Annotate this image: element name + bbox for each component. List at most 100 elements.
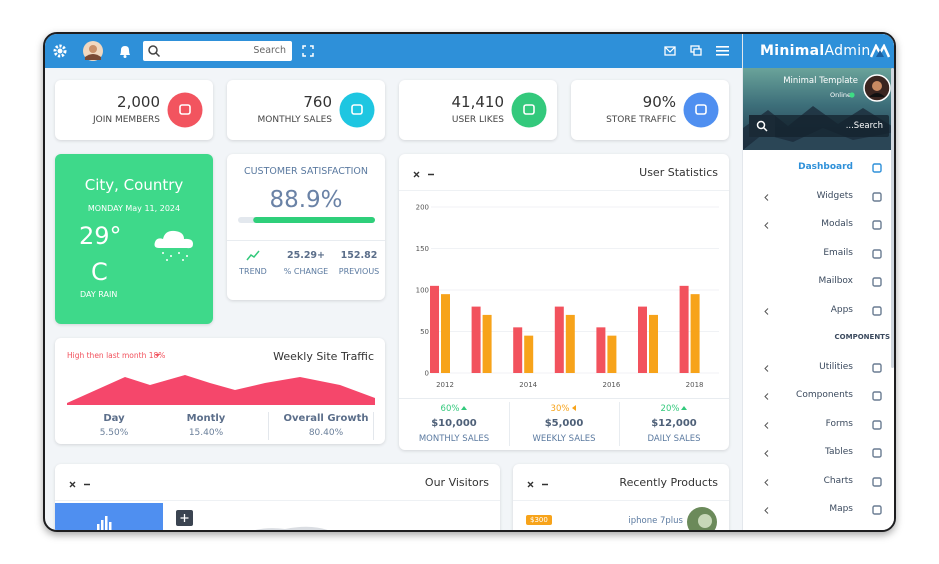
card-title: Recently Products	[619, 476, 718, 489]
bar	[649, 314, 658, 373]
menu-label: Emails	[823, 247, 853, 258]
menu-icon	[872, 305, 882, 316]
chevron-path	[764, 222, 769, 229]
price-badge: $300	[526, 515, 552, 525]
arrow	[572, 405, 577, 411]
metric-value: 15.40%	[188, 428, 224, 438]
stat-label: USER LIKES	[451, 115, 504, 125]
profile-avatar[interactable]	[863, 74, 891, 102]
chevron	[764, 307, 769, 315]
traffic-title: Weekly Site Traffic	[273, 350, 374, 363]
chevron	[764, 393, 769, 400]
divider	[268, 412, 269, 440]
stat-label: STORE TRAFFIC	[606, 115, 676, 125]
icon-glyph	[351, 104, 363, 115]
menu-label: Apps	[830, 304, 853, 315]
weather-unit: C	[91, 258, 108, 286]
icon-circle	[167, 92, 203, 128]
menu-item[interactable]: Utilities	[743, 356, 894, 380]
plus	[180, 514, 189, 522]
icon-shape	[872, 505, 882, 515]
rain-drop	[178, 252, 180, 254]
y-tick-label: 100	[416, 287, 429, 295]
status-dot	[849, 92, 855, 98]
close-icon	[413, 171, 420, 178]
rain-drop	[170, 255, 172, 257]
menu-icon	[872, 476, 882, 487]
menu-icon	[872, 191, 882, 202]
stat-value: 2,000	[117, 93, 160, 111]
menu-item[interactable]: Dashboard	[743, 156, 894, 180]
summary-label: WEEKLY SALES	[532, 434, 596, 444]
divider	[227, 240, 385, 241]
menu-icon	[872, 391, 882, 401]
x-tick-label: 2018	[686, 381, 704, 389]
content-area: 2,000 JOIN MEMBERS 760 MONTHLY SALES 41,410 U…	[45, 68, 742, 530]
card-controls[interactable]	[413, 171, 437, 179]
card-controls[interactable]	[527, 481, 551, 489]
icon-bar	[105, 516, 108, 530]
satisfaction-value: 88.9%	[269, 187, 343, 213]
rain-drop	[166, 259, 168, 261]
menu-item[interactable]: Emails	[743, 242, 894, 266]
metric-value: 80.40%	[308, 428, 344, 438]
arrow	[681, 406, 688, 410]
x-tick-label: 2014	[519, 381, 537, 389]
menu-label: Mailbox	[818, 276, 853, 286]
icon-shape	[872, 419, 882, 430]
image-detail	[698, 514, 712, 528]
cloud	[154, 230, 193, 249]
menu-icon	[872, 362, 882, 373]
profile-panel: Minimal Template Online ...Search	[743, 68, 894, 150]
x-tick-label: 2012	[436, 381, 454, 389]
close-icon	[69, 481, 76, 488]
notification-icon[interactable]	[117, 43, 133, 59]
menu-item[interactable]: Widgets	[743, 185, 894, 209]
bar	[471, 306, 481, 373]
stat-card: 760 MONTHLY SALES	[227, 80, 385, 140]
weather-temperature: 29°	[79, 222, 122, 250]
icon-shape	[872, 248, 882, 259]
zoom-button[interactable]	[176, 510, 193, 526]
sidebar: MinimalAdmin Minimal Template Online ...…	[742, 34, 894, 530]
settings-icon[interactable]	[53, 44, 67, 58]
product-image	[687, 507, 717, 530]
menu-item[interactable]: Charts	[743, 470, 894, 494]
menu-item[interactable]: Components	[743, 384, 894, 408]
icon-shape	[872, 305, 882, 316]
menu-item[interactable]: Mailbox	[743, 270, 894, 294]
progress-bar	[238, 217, 375, 223]
menu-item[interactable]: Apps	[743, 299, 894, 323]
brand-bar: MinimalAdmin	[743, 34, 894, 68]
chevron	[764, 193, 769, 201]
menu-label: Charts	[823, 475, 853, 486]
brand-logo	[870, 44, 890, 58]
card-controls[interactable]	[69, 481, 93, 489]
chat-icon[interactable]	[690, 45, 702, 57]
stat-card: 2,000 JOIN MEMBERS	[55, 80, 213, 140]
menu-heading: COMPONENTS	[834, 333, 890, 341]
sidebar-search[interactable]: ...Search	[749, 115, 889, 137]
rain-drop	[182, 259, 184, 261]
search-button[interactable]	[749, 115, 775, 137]
products-card: Recently Products $300 iphone 7plus	[513, 464, 729, 530]
icon-bar	[97, 524, 100, 530]
divider	[399, 190, 729, 191]
menu-item[interactable]: Maps	[743, 498, 894, 522]
chevron	[764, 421, 769, 429]
bar-icon	[97, 516, 112, 530]
mail-icon[interactable]	[664, 45, 676, 57]
user-avatar[interactable]	[82, 40, 104, 62]
stat-icon	[167, 92, 203, 128]
icon-shape	[872, 476, 882, 487]
stat-icon	[683, 92, 719, 128]
down-arrow	[155, 354, 160, 357]
fullscreen-icon[interactable]	[302, 45, 314, 57]
menu-item[interactable]: Tables	[743, 441, 894, 465]
chevron-path	[764, 393, 769, 400]
menu-item[interactable]: Modals	[743, 213, 894, 237]
search-box[interactable]: Search	[143, 41, 292, 61]
bar	[596, 327, 606, 373]
menu-item[interactable]: Forms	[743, 413, 894, 437]
menu-icon[interactable]	[716, 45, 729, 57]
